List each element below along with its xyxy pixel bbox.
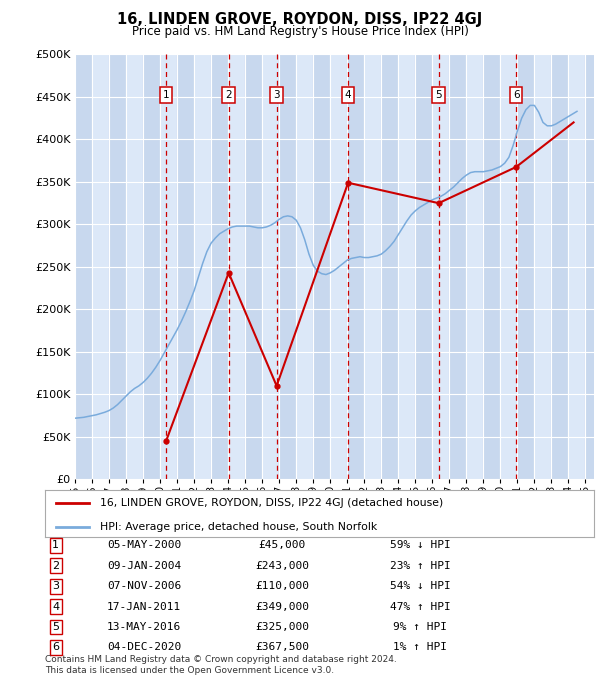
Text: 1: 1: [52, 541, 59, 550]
Bar: [364, 54, 381, 479]
Text: 2: 2: [52, 561, 59, 571]
Bar: [568, 54, 586, 479]
Bar: [228, 54, 245, 479]
Bar: [262, 54, 279, 479]
Text: 16, LINDEN GROVE, ROYDON, DISS, IP22 4GJ (detached house): 16, LINDEN GROVE, ROYDON, DISS, IP22 4GJ…: [100, 498, 443, 508]
Bar: [143, 54, 160, 479]
Text: 5: 5: [436, 90, 442, 100]
Bar: [313, 54, 330, 479]
Bar: [398, 54, 415, 479]
Text: 6: 6: [52, 643, 59, 652]
Bar: [347, 54, 364, 479]
Bar: [160, 54, 177, 479]
Text: Contains HM Land Registry data © Crown copyright and database right 2024.
This d: Contains HM Land Registry data © Crown c…: [45, 655, 397, 675]
Bar: [517, 54, 535, 479]
Bar: [75, 54, 92, 479]
Text: 1% ↑ HPI: 1% ↑ HPI: [393, 643, 447, 652]
Text: 54% ↓ HPI: 54% ↓ HPI: [389, 581, 451, 591]
Bar: [449, 54, 466, 479]
Text: 2: 2: [226, 90, 232, 100]
Text: 23% ↑ HPI: 23% ↑ HPI: [389, 561, 451, 571]
Text: £325,000: £325,000: [255, 622, 309, 632]
Text: £110,000: £110,000: [255, 581, 309, 591]
Text: 07-NOV-2006: 07-NOV-2006: [107, 581, 181, 591]
Text: 59% ↓ HPI: 59% ↓ HPI: [389, 541, 451, 550]
Bar: [500, 54, 517, 479]
Bar: [92, 54, 109, 479]
Bar: [466, 54, 484, 479]
Text: 13-MAY-2016: 13-MAY-2016: [107, 622, 181, 632]
Text: 1: 1: [163, 90, 169, 100]
Text: Price paid vs. HM Land Registry's House Price Index (HPI): Price paid vs. HM Land Registry's House …: [131, 25, 469, 38]
Text: 05-MAY-2000: 05-MAY-2000: [107, 541, 181, 550]
Text: 9% ↑ HPI: 9% ↑ HPI: [393, 622, 447, 632]
Text: 16, LINDEN GROVE, ROYDON, DISS, IP22 4GJ: 16, LINDEN GROVE, ROYDON, DISS, IP22 4GJ: [118, 12, 482, 27]
Text: £367,500: £367,500: [255, 643, 309, 652]
Bar: [535, 54, 551, 479]
Text: 3: 3: [52, 581, 59, 591]
Bar: [211, 54, 228, 479]
Bar: [433, 54, 449, 479]
Text: 17-JAN-2011: 17-JAN-2011: [107, 602, 181, 611]
Bar: [126, 54, 143, 479]
Bar: [484, 54, 500, 479]
Text: £243,000: £243,000: [255, 561, 309, 571]
Text: 04-DEC-2020: 04-DEC-2020: [107, 643, 181, 652]
Bar: [279, 54, 296, 479]
Bar: [381, 54, 398, 479]
Text: 4: 4: [345, 90, 352, 100]
Bar: [177, 54, 194, 479]
Text: 5: 5: [52, 622, 59, 632]
Text: 6: 6: [513, 90, 520, 100]
Text: 4: 4: [52, 602, 59, 611]
Bar: [551, 54, 568, 479]
Bar: [109, 54, 126, 479]
Text: 09-JAN-2004: 09-JAN-2004: [107, 561, 181, 571]
Bar: [330, 54, 347, 479]
Bar: [586, 54, 600, 479]
Bar: [194, 54, 211, 479]
Bar: [296, 54, 313, 479]
Text: 3: 3: [274, 90, 280, 100]
Text: 47% ↑ HPI: 47% ↑ HPI: [389, 602, 451, 611]
Bar: [245, 54, 262, 479]
Bar: [415, 54, 433, 479]
Text: £349,000: £349,000: [255, 602, 309, 611]
Text: £45,000: £45,000: [259, 541, 305, 550]
Text: HPI: Average price, detached house, South Norfolk: HPI: Average price, detached house, Sout…: [100, 522, 377, 532]
